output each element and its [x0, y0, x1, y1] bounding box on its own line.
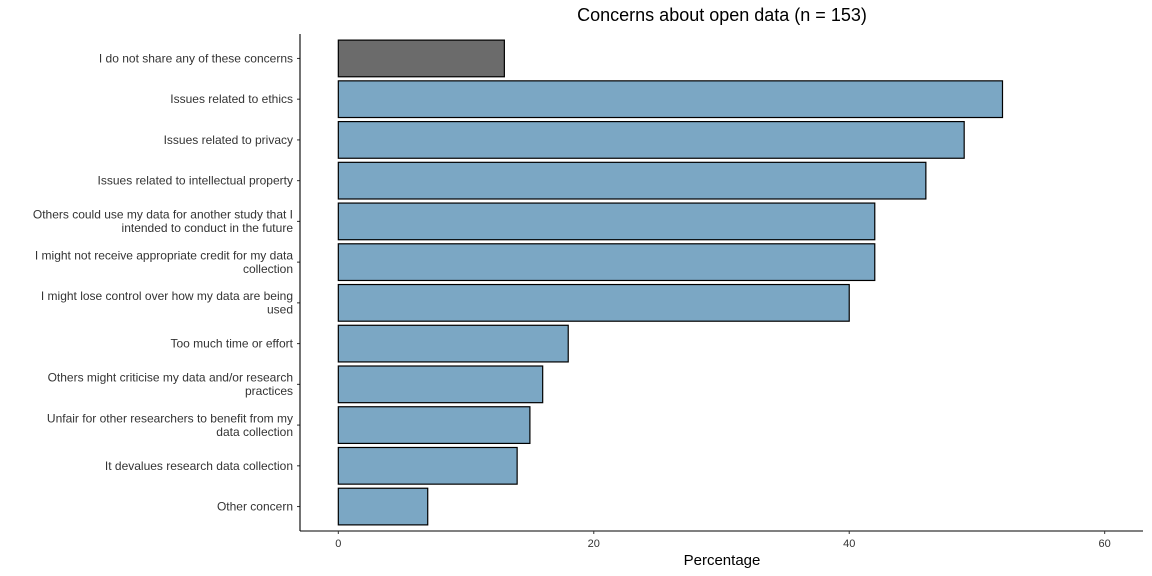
- bar-5: [337, 243, 876, 282]
- bar-6: [337, 283, 850, 322]
- x-ticks: 0 20 40 60: [335, 531, 1111, 550]
- category-label-11: Other concern: [217, 500, 293, 514]
- chart-title: Concerns about open data (n = 153): [577, 5, 867, 25]
- bar-1: [337, 80, 1004, 119]
- bar-7: [337, 324, 569, 363]
- bar-8: [337, 365, 544, 404]
- x-tick-label-0: 0: [335, 538, 341, 550]
- bar-2: [337, 120, 965, 159]
- x-tick-label-2: 40: [843, 538, 855, 550]
- bar-9: [337, 406, 531, 445]
- bar-3: [337, 161, 927, 200]
- x-axis-title: Percentage: [684, 552, 761, 569]
- category-label-7: Too much time or effort: [171, 337, 294, 351]
- bar-11: [337, 487, 429, 526]
- category-label-9: Unfair for other researchers to benefit …: [47, 411, 293, 439]
- x-tick-label-1: 20: [588, 538, 600, 550]
- x-tick-label-3: 60: [1099, 538, 1111, 550]
- category-label-5: I might not receive appropriate credit f…: [35, 248, 293, 276]
- bar-4: [337, 202, 876, 241]
- bar-0: [337, 39, 505, 78]
- category-label-10: It devalues research data collection: [105, 459, 293, 473]
- category-label-6: I might lose control over how my data ar…: [41, 289, 293, 317]
- category-label-2: Issues related to privacy: [164, 133, 293, 147]
- category-label-1: Issues related to ethics: [170, 92, 293, 106]
- bar-10: [337, 446, 518, 485]
- category-label-3: Issues related to intellectual property: [98, 174, 293, 188]
- category-label-0: I do not share any of these concerns: [99, 51, 293, 65]
- category-label-4: Others could use my data for another stu…: [33, 208, 293, 236]
- category-label-8: Others might criticise my data and/or re…: [48, 371, 293, 399]
- bars-group: [337, 39, 1004, 526]
- category-labels: I do not share any of these concerns Issu…: [33, 51, 300, 514]
